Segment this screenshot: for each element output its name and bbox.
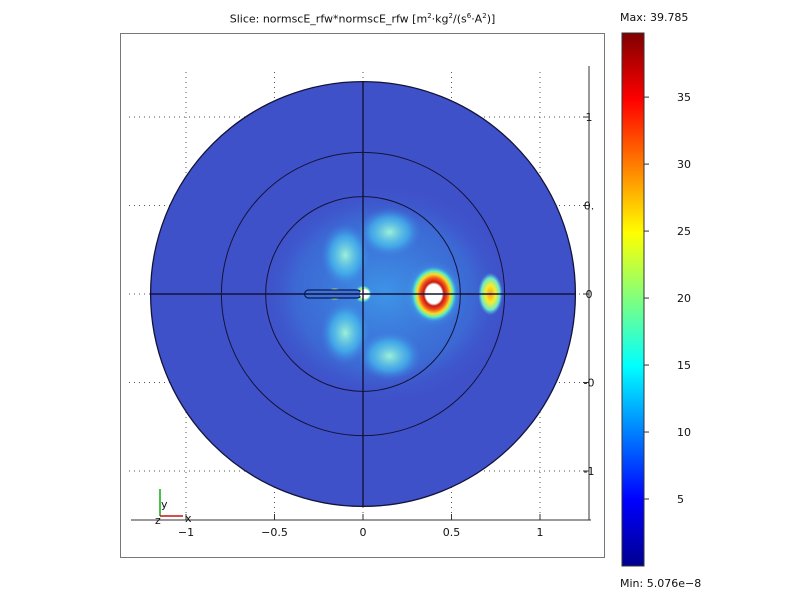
x-tick-label: 1	[537, 526, 544, 539]
y-tick-label: -1	[584, 465, 595, 478]
field-lobe-upper	[357, 207, 422, 257]
colorbar-tick-label: 15	[677, 359, 691, 372]
colorbar-tick-label: 35	[677, 91, 691, 104]
triad-x-label: x	[185, 512, 192, 525]
colorbar-tick-label: 10	[677, 426, 691, 439]
y-tick-label: 1	[586, 111, 593, 124]
y-tick-label: 0	[586, 288, 593, 301]
colorbar-gradient	[621, 32, 645, 567]
chart-title: Slice: normscE_rfw*normscE_rfw [m2·kg2/(…	[229, 12, 496, 26]
x-tick-label: −0.5	[261, 526, 288, 539]
domain-boundaries	[149, 80, 577, 508]
colorbar-tick-label: 20	[677, 292, 691, 305]
heatmap-plot: −1 −0.5 0 0.5 1 1 0. 0 -0 -1 y x z	[129, 66, 594, 539]
colorbar-max-label: Max: 39.785	[620, 11, 689, 24]
colorbar-tick-label: 30	[677, 158, 691, 171]
field-lobe-upper-left	[320, 223, 371, 287]
triad-y-label: y	[161, 498, 168, 511]
colorbar-tick-label: 25	[677, 225, 691, 238]
axes-triad-icon: y x z	[155, 489, 192, 527]
x-tick-label: −1	[178, 526, 194, 539]
colorbar-tick-label: 5	[677, 493, 684, 506]
colorbar-ticks: 35 30 25 20 15 10 5	[644, 91, 691, 506]
x-tick-label: 0	[360, 526, 367, 539]
x-tick-label: 0.5	[443, 526, 461, 539]
y-tick-label: -0	[584, 377, 595, 390]
triad-z-label: z	[155, 514, 161, 527]
colorbar: 35 30 25 20 15 10 5	[621, 32, 691, 567]
field-lobe-lower-left	[320, 301, 371, 365]
plot-frame: −1 −0.5 0 0.5 1 1 0. 0 -0 -1 y x z	[120, 33, 605, 558]
colorbar-min-label: Min: 5.076e−8	[620, 577, 702, 590]
field-lobe-lower	[357, 331, 422, 381]
y-tick-label: 0.	[584, 200, 595, 213]
axes: −1 −0.5 0 0.5 1 1 0. 0 -0 -1	[131, 66, 594, 539]
